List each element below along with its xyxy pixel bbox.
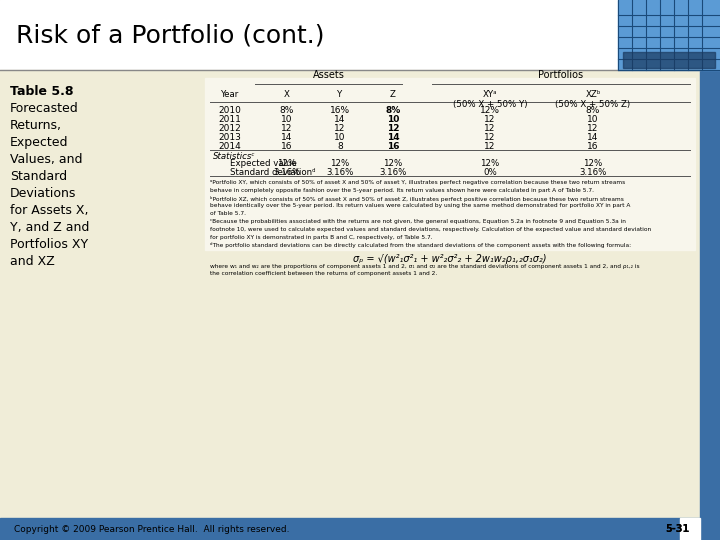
Text: 12: 12	[485, 133, 495, 142]
Text: 3.16%: 3.16%	[580, 168, 607, 177]
Text: 8%: 8%	[385, 106, 400, 115]
Text: for portfolio XY is demonstrated in parts B and C, respectively, of Table 5.7.: for portfolio XY is demonstrated in part…	[210, 234, 433, 240]
Text: Expected: Expected	[10, 136, 68, 149]
Text: ᵇPortfolio XZ, which consists of 50% of asset X and 50% of asset Z, illustrates : ᵇPortfolio XZ, which consists of 50% of …	[210, 195, 624, 201]
Bar	[700, 70, 720, 540]
Text: Y: Y	[338, 90, 343, 99]
Text: σₚ = √(w²₁σ²₁ + w²₂σ²₂ + 2w₁w₂ρ₁,₂σ₁σ₂): σₚ = √(w²₁σ²₁ + w²₂σ²₂ + 2w₁w₂ρ₁,₂σ₁σ₂)	[354, 254, 546, 264]
Text: 10: 10	[588, 115, 599, 124]
Text: 12%: 12%	[480, 159, 500, 168]
Text: Y, and Z and: Y, and Z and	[10, 221, 89, 234]
Text: ᵃPortfolio XY, which consists of 50% of asset X and 50% of asset Y, illustrates : ᵃPortfolio XY, which consists of 50% of …	[210, 180, 625, 185]
Text: 10: 10	[282, 115, 293, 124]
Text: 2010: 2010	[219, 106, 241, 115]
Text: Table 5.8: Table 5.8	[10, 85, 73, 98]
Text: 5-31: 5-31	[666, 524, 690, 534]
Text: Portfolios XY: Portfolios XY	[10, 238, 88, 251]
Text: 12: 12	[588, 124, 599, 133]
Text: 8%: 8%	[586, 106, 600, 115]
Text: Portfolios: Portfolios	[539, 70, 584, 80]
Text: behave identically over the 5-year period. Its return values were calculated by : behave identically over the 5-year perio…	[210, 204, 631, 208]
Text: ᵈThe portfolio standard deviations can be directly calculated from the standard : ᵈThe portfolio standard deviations can b…	[210, 242, 631, 248]
Text: 2013: 2013	[219, 133, 241, 142]
Text: where w₁ and w₂ are the proportions of component assets 1 and 2, σ₁ and σ₂ are t: where w₁ and w₂ are the proportions of c…	[210, 264, 639, 269]
Text: Expected value: Expected value	[230, 159, 297, 168]
Text: 16: 16	[387, 142, 400, 151]
Text: Standard deviationᵈ: Standard deviationᵈ	[230, 168, 315, 177]
Text: 16: 16	[588, 142, 599, 151]
Bar	[0, 518, 720, 540]
Text: Returns,: Returns,	[10, 119, 62, 132]
Text: 12%: 12%	[277, 159, 297, 168]
Text: and XZ: and XZ	[10, 255, 55, 268]
Text: Z: Z	[390, 90, 396, 99]
Text: 14: 14	[588, 133, 599, 142]
Text: of Table 5.7.: of Table 5.7.	[210, 211, 246, 216]
Text: 16%: 16%	[330, 106, 350, 115]
Text: 12: 12	[334, 124, 346, 133]
Text: 0%: 0%	[483, 168, 497, 177]
Text: 12%: 12%	[583, 159, 603, 168]
Text: Copyright © 2009 Pearson Prentice Hall.  All rights reserved.: Copyright © 2009 Pearson Prentice Hall. …	[14, 524, 289, 534]
Bar	[618, 0, 720, 70]
Text: 10: 10	[334, 133, 346, 142]
Text: Deviations: Deviations	[10, 187, 76, 200]
Text: X: X	[284, 90, 290, 99]
Text: Risk of a Portfolio (cont.): Risk of a Portfolio (cont.)	[16, 23, 325, 47]
Text: 3.16%: 3.16%	[326, 168, 354, 177]
Text: 2011: 2011	[219, 115, 241, 124]
Text: behave in completely opposite fashion over the 5-year period. Its return values : behave in completely opposite fashion ov…	[210, 188, 594, 193]
Bar	[623, 52, 715, 68]
Text: Year: Year	[221, 90, 239, 99]
Text: 12: 12	[282, 124, 293, 133]
Text: 3.16%: 3.16%	[274, 168, 301, 177]
Text: for Assets X,: for Assets X,	[10, 204, 89, 217]
Text: 12: 12	[485, 124, 495, 133]
Text: 14: 14	[387, 133, 400, 142]
Text: 8: 8	[337, 142, 343, 151]
Text: 12: 12	[485, 142, 495, 151]
Text: XZᵇ
(50% X + 50% Z): XZᵇ (50% X + 50% Z)	[555, 90, 631, 110]
Text: 14: 14	[334, 115, 346, 124]
Text: 5-31: 5-31	[666, 524, 690, 534]
Text: 10: 10	[387, 115, 399, 124]
Text: footnote 10, were used to calculate expected values and standard deviations, res: footnote 10, were used to calculate expe…	[210, 227, 651, 232]
Text: 3.16%: 3.16%	[379, 168, 407, 177]
Text: 12: 12	[387, 124, 400, 133]
Text: 2014: 2014	[219, 142, 241, 151]
Text: the correlation coefficient between the returns of component assets 1 and 2.: the correlation coefficient between the …	[210, 271, 437, 276]
Text: XYᵃ
(50% X + 50% Y): XYᵃ (50% X + 50% Y)	[453, 90, 527, 110]
Text: Assets: Assets	[312, 70, 344, 80]
Text: 2012: 2012	[219, 124, 241, 133]
Text: 16: 16	[282, 142, 293, 151]
Bar	[0, 70, 700, 518]
Text: 14: 14	[282, 133, 293, 142]
Text: ᶜBecause the probabilities associated with the returns are not given, the genera: ᶜBecause the probabilities associated wi…	[210, 219, 626, 224]
Text: Standard: Standard	[10, 170, 67, 183]
Bar	[205, 78, 695, 250]
Bar	[0, 0, 720, 70]
Text: 12%: 12%	[383, 159, 402, 168]
Text: 12%: 12%	[480, 106, 500, 115]
Text: Forecasted: Forecasted	[10, 102, 78, 115]
Text: 12: 12	[485, 115, 495, 124]
Bar	[680, 518, 700, 540]
Text: 12%: 12%	[330, 159, 350, 168]
Text: Statisticsᶜ: Statisticsᶜ	[213, 152, 256, 161]
Text: 8%: 8%	[280, 106, 294, 115]
Text: Values, and: Values, and	[10, 153, 83, 166]
